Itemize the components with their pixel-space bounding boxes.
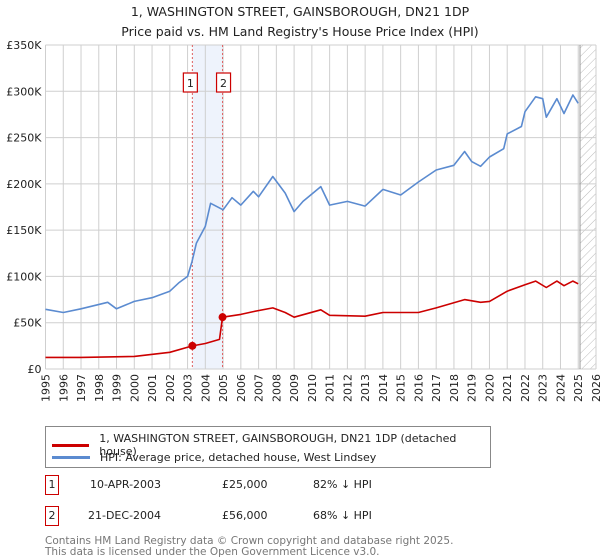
- title: 1, WASHINGTON STREET, GAINSBOROUGH, DN21…: [130, 4, 470, 19]
- y-tick-label: £200K: [6, 178, 42, 191]
- forecast-hatch: [580, 45, 596, 369]
- x-tick-label: 2021: [501, 374, 514, 402]
- transaction-price: £25,000: [222, 478, 268, 491]
- transaction-row: 2 21-DEC-2004 £56,000 68% ↓ HPI: [45, 506, 445, 526]
- legend-label: HPI: Average price, detached house, West…: [100, 451, 377, 464]
- price-chart: 1995 1996 1997 1998 1999 2000 2001 2002 2003 2004…: [6, 39, 600, 402]
- x-tick-label: 2007: [253, 374, 266, 402]
- x-tick-label: 2020: [483, 374, 496, 402]
- price-paid-line: [45, 280, 579, 359]
- x-tick-label: 2000: [128, 374, 141, 402]
- x-tick-label: 2002: [164, 374, 177, 402]
- transaction-date: 21-DEC-2004: [88, 509, 162, 522]
- transaction-price: £56,000: [222, 509, 268, 522]
- marker-label-box: [182, 72, 198, 93]
- y-tick-label: £250K: [6, 132, 42, 145]
- y-tick-label: £0: [28, 363, 42, 376]
- y-tick-label: £300K: [6, 85, 42, 98]
- y-tick-label: £150K: [6, 224, 42, 237]
- transaction-number: 1: [45, 475, 59, 495]
- x-tick-label: 2010: [306, 374, 319, 402]
- x-tick-label: 2004: [199, 374, 212, 402]
- x-tick-label: 2011: [324, 374, 337, 402]
- legend-item-property: 1, WASHINGTON STREET, GAINSBOROUGH, DN21…: [52, 432, 490, 458]
- x-tick-label: 2009: [288, 374, 301, 402]
- x-tick-label: 1996: [57, 374, 70, 402]
- legend-swatch-blue: [52, 456, 90, 459]
- footer: Contains HM Land Registry data © Crown c…: [45, 536, 453, 558]
- marker-label: 2: [220, 77, 227, 90]
- subtitle: Price paid vs. HM Land Registry's House …: [121, 24, 479, 39]
- x-tick-label: 2013: [359, 374, 372, 402]
- legend: 1, WASHINGTON STREET, GAINSBOROUGH, DN21…: [45, 426, 491, 468]
- x-tick-label: 2015: [395, 374, 408, 402]
- sale-point-marker: [218, 313, 227, 322]
- footer-licence: This data is licensed under the Open Gov…: [45, 546, 380, 558]
- x-tick-label: 2018: [448, 374, 461, 402]
- y-tick-label: £350K: [6, 39, 42, 52]
- chart-title: 1, WASHINGTON STREET, GAINSBOROUGH, DN21…: [0, 2, 600, 42]
- x-tick-label: 2026: [590, 374, 600, 402]
- x-tick-label: 2001: [146, 374, 159, 402]
- hpi-line: [45, 94, 579, 314]
- x-tick-label: 2017: [430, 374, 443, 402]
- x-tick-label: 2012: [341, 374, 354, 402]
- x-tick-label: 2005: [217, 374, 230, 402]
- transaction-row: 1 10-APR-2003 £25,000 82% ↓ HPI: [45, 475, 445, 495]
- x-tick-label: 2008: [270, 374, 283, 402]
- legend-swatch-red: [52, 443, 90, 447]
- legend-label: 1, WASHINGTON STREET, GAINSBOROUGH, DN21…: [99, 432, 457, 458]
- x-tick-label: 1995: [40, 374, 53, 402]
- x-tick-label: 1999: [111, 374, 124, 402]
- x-tick-label: 1998: [93, 374, 106, 402]
- x-tick-label: 2023: [537, 374, 550, 402]
- x-tick-label: 2019: [466, 374, 479, 402]
- y-tick-label: £100K: [6, 270, 42, 283]
- footer-copyright: Contains HM Land Registry data © Crown c…: [45, 535, 454, 547]
- transaction-hpi: 82% ↓ HPI: [313, 478, 372, 491]
- x-tick-label: 2016: [412, 374, 425, 402]
- x-tick-label: 2022: [519, 374, 532, 402]
- x-tick-label: 1997: [75, 374, 88, 402]
- transaction-date: 10-APR-2003: [90, 478, 162, 491]
- transaction-number: 2: [45, 506, 59, 526]
- x-tick-label: 2014: [377, 374, 390, 402]
- marker-label-box: [215, 72, 232, 93]
- x-tick-label: 2003: [182, 374, 195, 402]
- marker-label: 1: [187, 77, 194, 90]
- x-tick-label: 2024: [554, 374, 567, 402]
- x-tick-label: 2006: [235, 374, 248, 402]
- sale-point-marker: [188, 341, 197, 350]
- legend-item-hpi: HPI: Average price, detached house, West…: [52, 451, 376, 464]
- y-tick-label: £50K: [13, 317, 42, 330]
- transaction-hpi: 68% ↓ HPI: [313, 509, 372, 522]
- x-tick-label: 2025: [572, 374, 585, 402]
